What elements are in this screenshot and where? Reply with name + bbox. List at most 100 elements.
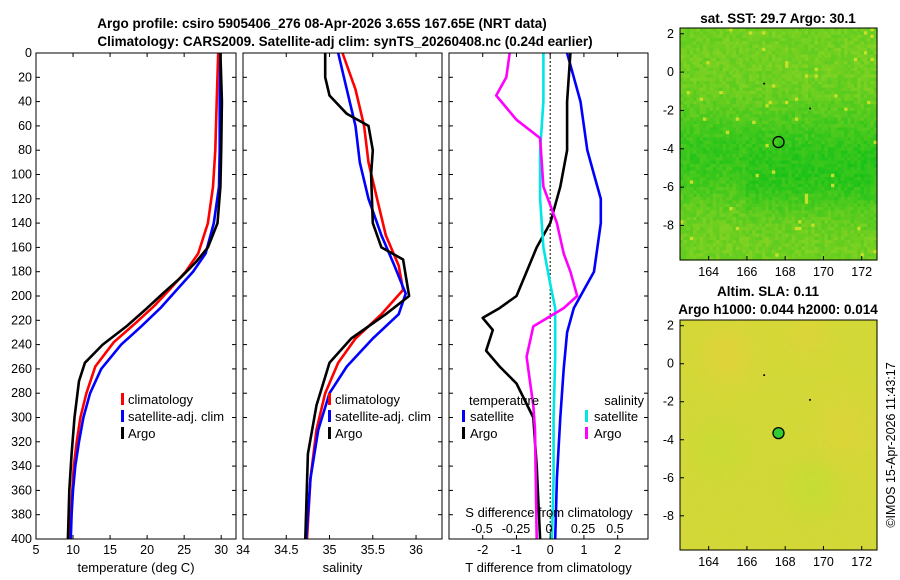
map-cell [742, 67, 747, 72]
map-cell [773, 338, 780, 344]
map-cell [788, 347, 794, 353]
map-cell [706, 90, 711, 95]
map-cell [863, 173, 868, 178]
map-cell [729, 167, 734, 172]
map-cell [821, 31, 826, 36]
map-cell [739, 250, 743, 254]
map-cell [762, 31, 766, 36]
map-cell [763, 356, 770, 362]
map-cell [773, 366, 780, 372]
map-cell [821, 120, 826, 125]
map-cell [722, 180, 727, 185]
map-cell [821, 210, 826, 215]
map-cell [722, 250, 727, 254]
map-cell [686, 87, 691, 92]
map-cell [781, 110, 786, 115]
map-cell [732, 84, 737, 89]
map-cell [801, 173, 806, 178]
map-cell [725, 147, 730, 152]
map-cell [735, 187, 740, 191]
map-cell [811, 31, 816, 36]
map-cell [722, 110, 727, 115]
map-cell [745, 173, 750, 178]
map-cell [840, 110, 845, 115]
map-cell [831, 160, 835, 165]
map-cell [712, 67, 717, 72]
map-cell [791, 47, 796, 52]
map-cell [850, 71, 855, 75]
map-cell [689, 352, 696, 358]
map-cell [804, 64, 809, 69]
map-cell [873, 230, 878, 235]
y-tick-label: 200 [11, 289, 32, 303]
map-cell [699, 137, 704, 142]
map-cell [847, 31, 852, 36]
map-cell [863, 34, 868, 39]
map-cell [696, 140, 701, 145]
map-cell [696, 74, 701, 79]
map-cell [683, 253, 688, 258]
map-cell [773, 352, 780, 358]
map-cell [680, 44, 684, 49]
map-cell [785, 64, 789, 69]
map-cell [814, 206, 819, 211]
map-cell [702, 183, 707, 188]
map-cell [732, 81, 737, 85]
map-cell [832, 333, 839, 339]
map-cell [785, 150, 789, 155]
map-cell [699, 193, 704, 198]
map-cell [719, 361, 725, 367]
map-cell [709, 97, 714, 102]
map-cell [834, 44, 839, 49]
map-cell [706, 200, 711, 205]
map-cell [765, 94, 770, 99]
map-cell [716, 173, 720, 178]
map-cell [863, 216, 868, 221]
map-cell [773, 324, 780, 330]
map-cell [778, 54, 783, 59]
map-cell [699, 81, 704, 85]
map-cell [801, 160, 806, 165]
map-cell [844, 193, 849, 198]
map-cell [817, 343, 824, 349]
map-cell [745, 124, 750, 129]
map-cell [719, 124, 724, 129]
map-cell [706, 137, 711, 142]
map-cell [732, 94, 737, 99]
map-cell [808, 84, 812, 89]
map-cell [847, 370, 853, 376]
map-cell [791, 28, 796, 32]
map-cell [735, 250, 740, 254]
map-cell [771, 104, 776, 109]
map-cell [785, 28, 789, 32]
map-cell [834, 117, 839, 122]
map-cell [783, 370, 789, 376]
map-cell [744, 338, 750, 344]
map-cell [729, 375, 735, 381]
map-cell [712, 90, 717, 95]
map-cell [752, 31, 757, 36]
map-cell [716, 51, 720, 56]
map-cell [699, 206, 704, 211]
map-cell [873, 193, 878, 198]
legend-label: Argo [594, 426, 621, 441]
map-cell [847, 343, 853, 349]
map-cell [831, 230, 835, 235]
map-cell [734, 352, 740, 358]
map-cell [857, 338, 863, 344]
map-cell [742, 170, 747, 175]
map-cell [804, 117, 809, 122]
map-cell [729, 187, 734, 191]
map-cell [857, 147, 862, 152]
map-cell [837, 177, 842, 182]
map-cell [755, 213, 760, 218]
map-cell [716, 253, 720, 258]
map-cell [873, 140, 878, 145]
map-cell [817, 180, 822, 185]
map-cell [683, 147, 688, 152]
map-cell [798, 127, 803, 132]
map-cell [680, 180, 684, 185]
map-cell [748, 324, 755, 330]
map-cell [755, 71, 760, 75]
map-cell [811, 84, 816, 89]
